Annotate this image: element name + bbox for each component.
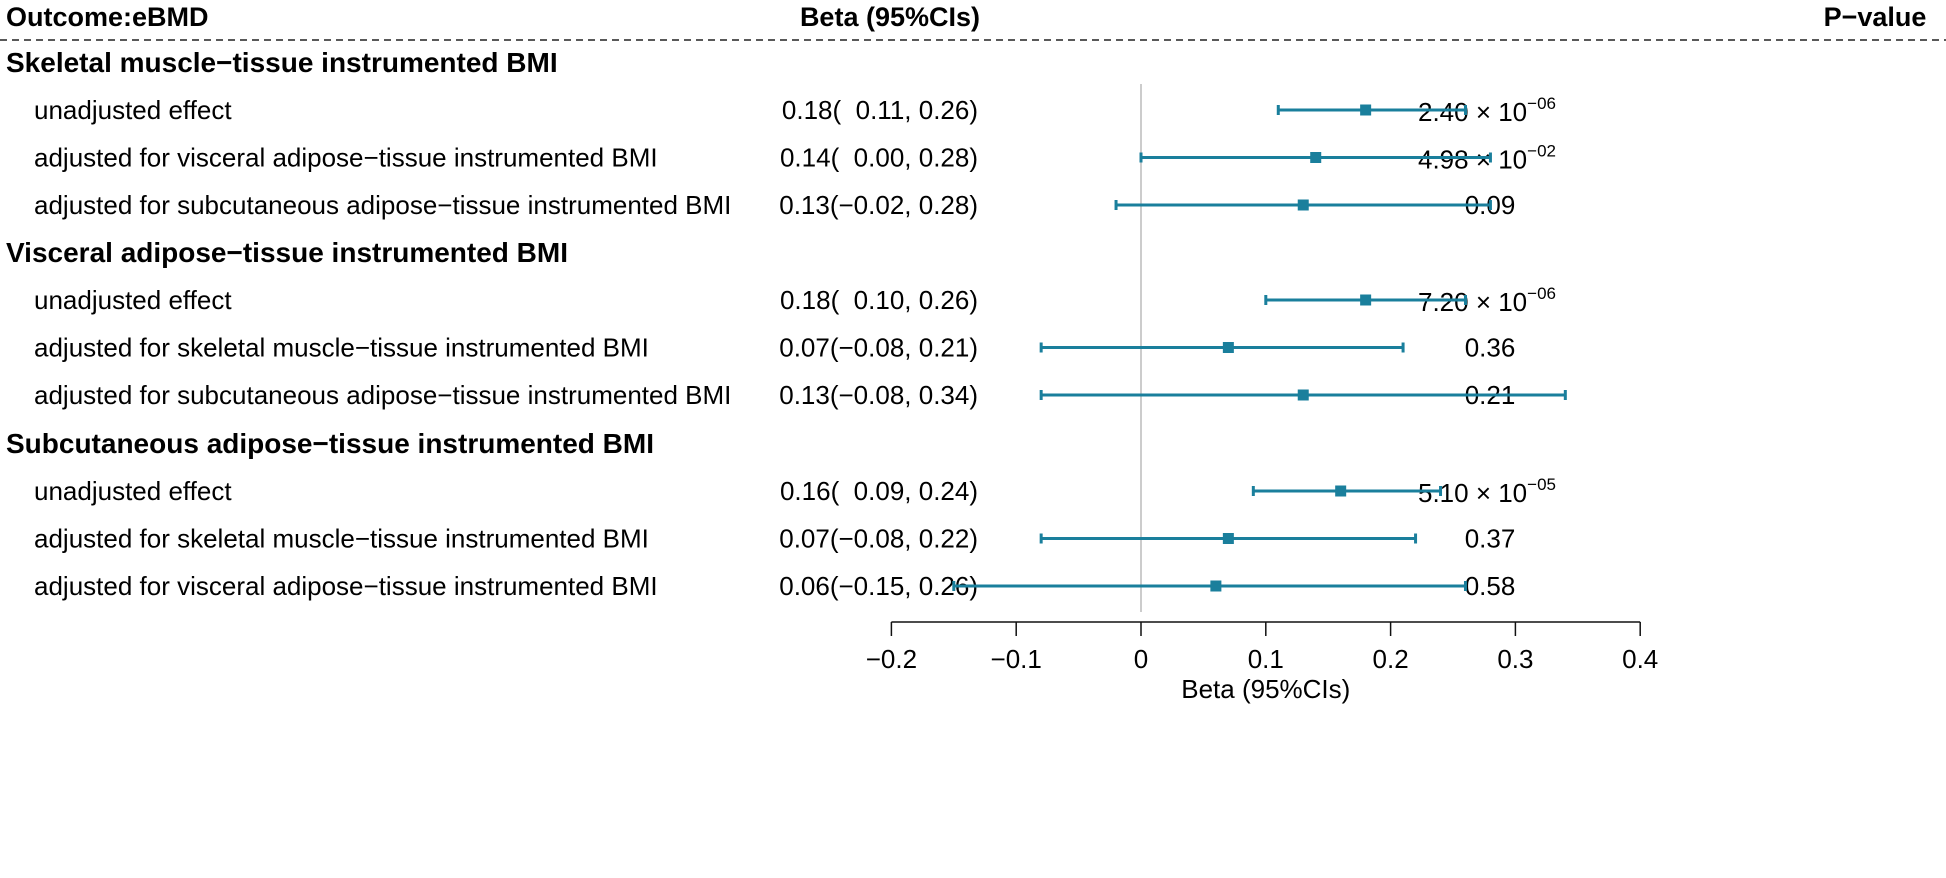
p-value-times-ten: × 10 (1469, 287, 1528, 317)
p-value: 0.58 (1465, 571, 1516, 601)
estimate-text: 0.07(−0.08, 0.22) (779, 524, 978, 554)
p-value-mantissa: 2.40 (1418, 97, 1469, 127)
p-value-sci: 5.10 × 10−05 (1418, 475, 1556, 508)
x-tick-label: −0.1 (991, 644, 1042, 674)
point-estimate (1297, 389, 1309, 401)
group-title: Subcutaneous adipose−tissue instrumented… (6, 428, 654, 459)
row-label: unadjusted effect (34, 285, 232, 315)
estimate-text: 0.14( 0.00, 0.28) (780, 143, 978, 173)
row-label: adjusted for skeletal muscle−tissue inst… (34, 524, 649, 554)
point-estimate (1297, 199, 1309, 211)
x-tick-label: 0.4 (1622, 644, 1658, 674)
point-estimate (1222, 533, 1234, 544)
row-label: unadjusted effect (34, 95, 232, 125)
p-value-times-ten: × 10 (1469, 97, 1528, 127)
p-value-mantissa: 4.98 (1418, 145, 1469, 175)
p-value-exponent: −06 (1527, 284, 1556, 303)
point-estimate (1360, 294, 1372, 306)
estimate-text: 0.13(−0.08, 0.34) (779, 380, 978, 410)
group-title: Visceral adipose−tissue instrumented BMI (6, 237, 568, 268)
point-estimate (1210, 580, 1222, 592)
header-outcome: Outcome:eBMD (6, 2, 209, 32)
p-value-mantissa: 5.10 (1418, 478, 1469, 508)
p-value-exponent: −05 (1527, 475, 1556, 494)
row-label: adjusted for skeletal muscle−tissue inst… (34, 333, 649, 363)
estimate-text: 0.16( 0.09, 0.24) (780, 476, 978, 506)
header-pvalue: P−value (1824, 2, 1927, 32)
p-value-sci: 7.20 × 10−06 (1418, 284, 1556, 317)
row-label: unadjusted effect (34, 476, 232, 506)
row-label: adjusted for subcutaneous adipose−tissue… (34, 190, 731, 220)
p-value-sci: 2.40 × 10−06 (1418, 94, 1556, 127)
point-estimate (1310, 152, 1322, 163)
group-title: Skeletal muscle−tissue instrumented BMI (6, 47, 558, 78)
point-estimate (1222, 342, 1234, 353)
estimate-text: 0.07(−0.08, 0.21) (779, 333, 978, 363)
p-value: 0.37 (1465, 524, 1516, 554)
estimate-text: 0.18( 0.10, 0.26) (780, 285, 978, 315)
row-label: adjusted for subcutaneous adipose−tissue… (34, 380, 731, 410)
x-tick-label: 0 (1134, 644, 1148, 674)
estimate-text: 0.13(−0.02, 0.28) (779, 190, 978, 220)
estimate-text: 0.06(−0.15, 0.26) (779, 571, 978, 601)
x-tick-label: 0.2 (1373, 644, 1409, 674)
p-value-times-ten: × 10 (1469, 478, 1528, 508)
p-value-times-ten: × 10 (1469, 145, 1528, 175)
p-value-mantissa: 7.20 (1418, 287, 1469, 317)
p-value-sci: 4.98 × 10−02 (1418, 142, 1556, 175)
x-tick-label: −0.2 (866, 644, 917, 674)
x-axis-title: Beta (95%CIs) (1181, 674, 1350, 704)
row-label: adjusted for visceral adipose−tissue ins… (34, 571, 658, 601)
p-value: 0.36 (1465, 333, 1516, 363)
header-estimate: Beta (95%CIs) (800, 2, 980, 32)
table-body: Skeletal muscle−tissue instrumented BMI u… (6, 47, 1567, 612)
x-tick-label: 0.1 (1248, 644, 1284, 674)
point-estimate (1335, 485, 1347, 497)
p-value-exponent: −06 (1527, 94, 1556, 113)
x-tick-label: 0.3 (1497, 644, 1533, 674)
estimate-text: 0.18( 0.11, 0.26) (782, 95, 978, 125)
x-axis: −0.2 −0.1 0 0.1 0.2 0.3 0.4 Beta (95%CIs) (866, 621, 1658, 704)
point-estimate (1360, 104, 1372, 116)
row-label: adjusted for visceral adipose−tissue ins… (34, 143, 658, 173)
p-value-exponent: −02 (1527, 142, 1556, 161)
